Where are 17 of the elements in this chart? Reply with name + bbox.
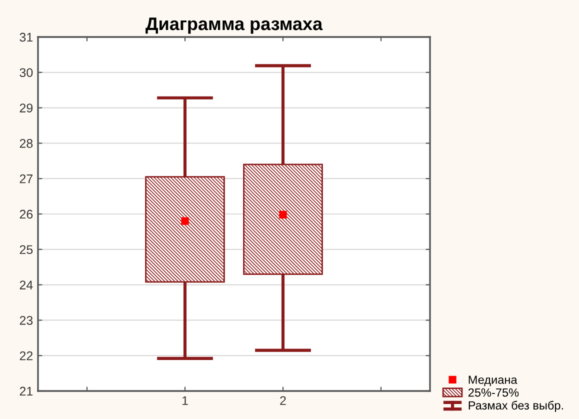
y-tick-label: 23 <box>20 316 33 325</box>
legend-label: Медиана <box>468 376 518 386</box>
y-tick-label: 22 <box>20 351 33 360</box>
text: Размах без выбр. <box>468 400 563 412</box>
x-tick-label: 2 <box>280 396 286 405</box>
y-tick-label: 31 <box>20 32 33 42</box>
y-tick-label: 30 <box>20 68 33 78</box>
y-tick-label: 25 <box>20 245 33 254</box>
y-tick-label: 27 <box>20 174 33 184</box>
y-tick-label: 28 <box>20 139 33 148</box>
y-tick-label: 24 <box>20 280 33 290</box>
chart-title: Диаграмма размаха <box>146 18 323 34</box>
y-tick-label: 26 <box>20 210 33 219</box>
y-tick-label: 21 <box>20 386 33 396</box>
x-tick-label: 1 <box>182 396 188 405</box>
legend-label: 25%-75% <box>468 388 519 397</box>
y-tick-label: 29 <box>20 104 33 112</box>
